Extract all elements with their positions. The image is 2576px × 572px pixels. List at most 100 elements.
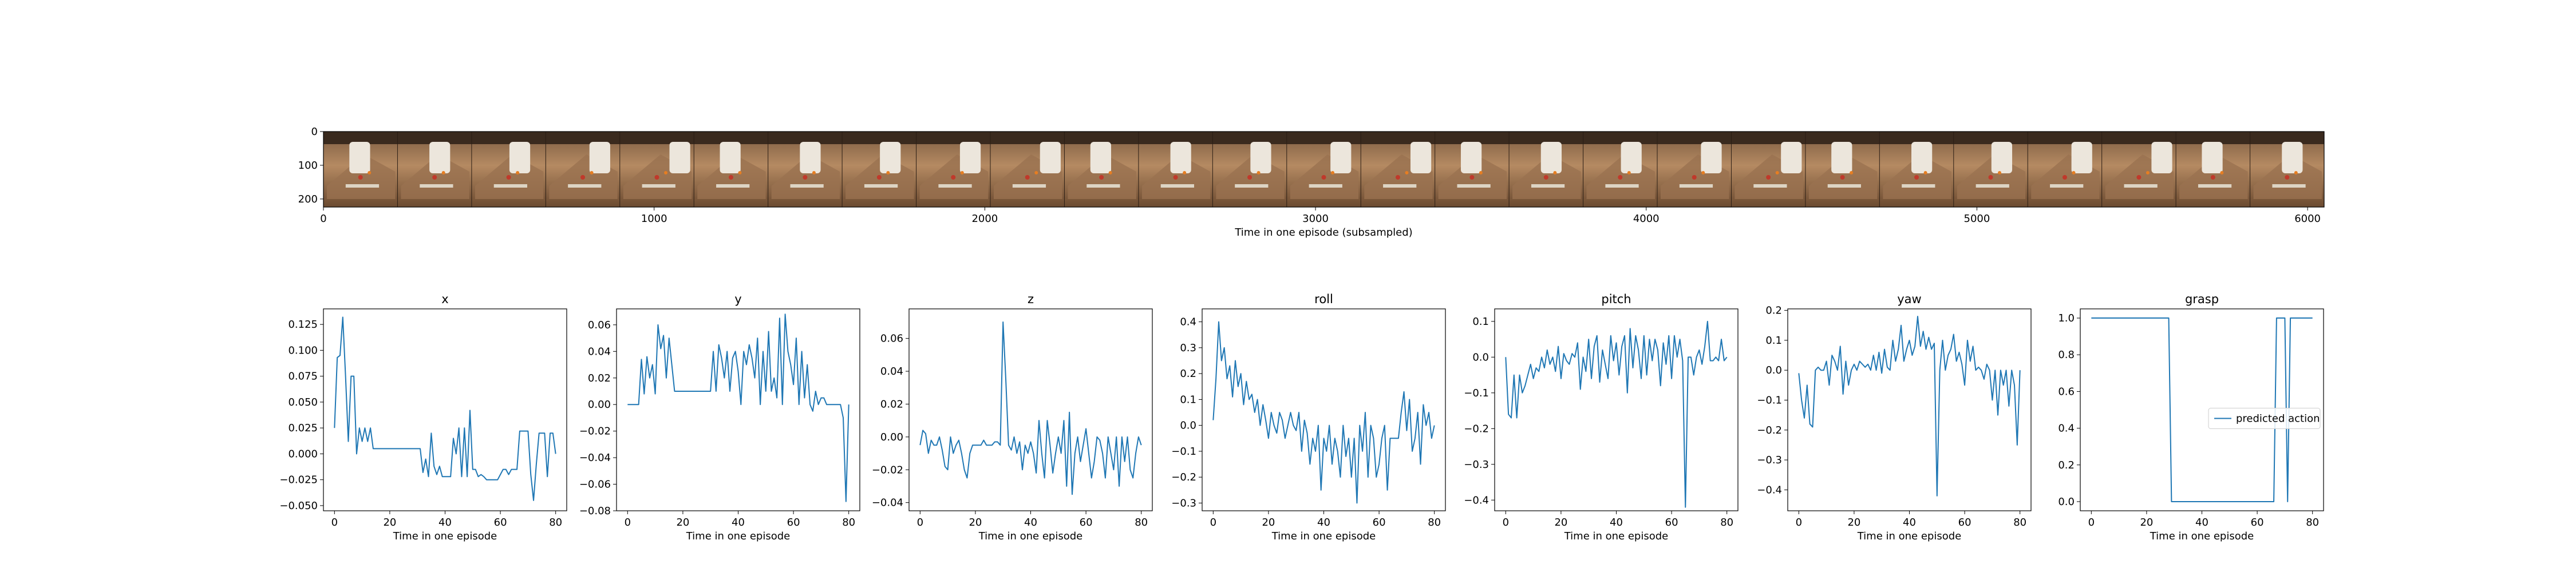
y-tick-label: 0.025 [288, 422, 318, 434]
y-tick-label: 0.00 [588, 399, 611, 411]
panel-grasp: 0 20 40 60 80 0.0 0.2 0.4 0.6 0.8 1.0 grasp Time in … [2058, 292, 2324, 542]
x-axis-label: Time in one episode [1857, 530, 1962, 542]
axes-frame [616, 308, 860, 511]
axes-frame [1494, 308, 1739, 511]
x-tick-label: 60 [2251, 517, 2264, 529]
filmstrip-frame [1212, 132, 1287, 207]
axes-frame [1787, 308, 2032, 511]
x-tick-label: 40 [1317, 517, 1330, 529]
panel-x: 0 20 40 60 80 −0.050 −0.025 0.000 0.025 0.050 0.07… [279, 292, 567, 542]
y-tick-label: −0.2 [1464, 423, 1489, 435]
y-tick-label: 0.3 [1180, 342, 1196, 354]
y-tick-label: 0.06 [880, 333, 903, 345]
x-axis-label: Time in one episode [393, 530, 497, 542]
y-tick-label: 0.4 [2058, 423, 2075, 435]
panel-title: z [1028, 292, 1034, 306]
x-tick-label: 80 [2013, 517, 2026, 529]
y-tick-label: −0.1 [1757, 395, 1782, 407]
filmstrip-frame [2250, 132, 2324, 207]
y-tick-label: −0.04 [579, 452, 611, 464]
filmstrip-y-tick-label: 100 [298, 160, 318, 172]
y-tick-label: 0.04 [880, 366, 903, 378]
y-tick-label: −0.3 [1171, 497, 1196, 509]
filmstrip-frame [2101, 132, 2176, 207]
x-tick-label: 20 [969, 517, 982, 529]
axes-frame [323, 308, 567, 511]
y-tick-label: 0.1 [1472, 316, 1489, 328]
y-tick-label: 0.02 [588, 372, 611, 384]
x-tick-label: 80 [842, 517, 855, 529]
filmstrip-frame [1730, 132, 1805, 207]
panel-z: 0 20 40 60 80 −0.04 −0.02 0.00 0.02 0.04 0.06 z Time… [872, 292, 1153, 542]
x-axis-label: Time in one episode [1564, 530, 1669, 542]
x-tick-label: 80 [1428, 517, 1441, 529]
x-tick-label: 0 [1503, 517, 1509, 529]
filmstrip-frame [1805, 132, 1880, 207]
x-tick-label: 40 [1024, 517, 1037, 529]
x-tick-label: 0 [625, 517, 631, 529]
y-tick-label: −0.4 [1757, 484, 1782, 496]
x-axis-label: Time in one episode [686, 530, 791, 542]
series-line [919, 321, 1142, 495]
filmstrip-frame [1360, 132, 1435, 207]
y-tick-label: −0.1 [1464, 387, 1489, 399]
legend-box [2208, 408, 2321, 429]
y-tick-label: −0.08 [579, 505, 611, 517]
filmstrip-frame [2175, 132, 2250, 207]
x-tick-label: 20 [383, 517, 396, 529]
x-axis-label: Time in one episode [978, 530, 1083, 542]
filmstrip-frame [545, 132, 620, 207]
x-tick-label: 20 [676, 517, 689, 529]
x-tick-label: 80 [2306, 517, 2319, 529]
filmstrip-y-tick-label: 200 [298, 193, 318, 205]
panel-title: yaw [1897, 292, 1921, 306]
y-tick-label: 0.06 [588, 319, 611, 331]
x-tick-label: 0 [1210, 517, 1216, 529]
y-tick-label: −0.02 [872, 464, 903, 476]
filmstrip-frame [916, 132, 990, 207]
y-tick-label: −0.02 [579, 426, 611, 438]
action-panels: 0 20 40 60 80−0.050−0.0250.0000.0250.0500.07… [279, 292, 2324, 542]
series-line [1212, 321, 1435, 504]
filmstrip-x-axis-label: Time in one episode (subsampled) [1234, 227, 1412, 239]
series-line [334, 316, 556, 501]
filmstrip-frame [1138, 132, 1213, 207]
filmstrip-frame [768, 132, 843, 207]
filmstrip-frame [397, 132, 472, 207]
filmstrip-x-tick-label: 4000 [1633, 213, 1660, 225]
filmstrip-frame [1435, 132, 1510, 207]
filmstrip-frame [1879, 132, 1954, 207]
x-tick-label: 40 [2195, 517, 2208, 529]
filmstrip-x-tick-label: 1000 [641, 213, 667, 225]
filmstrip-x-tick-label: 3000 [1302, 213, 1329, 225]
panel-title: y [734, 292, 741, 306]
y-tick-label: −0.04 [872, 497, 903, 509]
panel-pitch: 0 20 40 60 80 −0.4 −0.3 −0.2 −0.1 0.0 0.1 pitch Time… [1464, 292, 1739, 542]
x-tick-label: 80 [1720, 517, 1733, 529]
y-tick-label: 0.6 [2058, 386, 2075, 398]
y-tick-label: −0.1 [1171, 446, 1196, 458]
filmstrip-frame [1286, 132, 1361, 207]
y-tick-label: −0.3 [1464, 459, 1489, 471]
x-tick-label: 60 [1080, 517, 1093, 529]
filmstrip-frame [1508, 132, 1583, 207]
panel-yaw: 0 20 40 60 80 −0.4 −0.3 −0.2 −0.1 0.0 0.1 0.2 yaw Tim… [1757, 292, 2032, 542]
panel-roll: 0 20 40 60 80 −0.3 −0.2 −0.1 0.0 0.1 0.2 0.3 0.4 roll… [1171, 292, 1446, 542]
filmstrip-frame [471, 132, 546, 207]
y-tick-label: 0.02 [880, 398, 903, 410]
y-tick-label: 0.0 [1472, 351, 1489, 363]
filmstrip-frame [619, 132, 694, 207]
x-tick-label: 40 [438, 517, 452, 529]
axes-frame [908, 308, 1153, 511]
y-tick-label: −0.4 [1464, 494, 1489, 506]
filmstrip-image-axes: 0 1000 2000 3000 4000 5000 6000 0 100 200 Time in … [298, 126, 2325, 239]
filmstrip-x-tick-label: 2000 [971, 213, 998, 225]
y-tick-label: 0.8 [2058, 349, 2075, 361]
x-tick-label: 60 [1373, 517, 1386, 529]
y-tick-label: 0.100 [288, 344, 318, 356]
filmstrip-frame [1064, 132, 1139, 207]
x-tick-label: 60 [1665, 517, 1678, 529]
legend: predicted action [2208, 408, 2321, 429]
filmstrip-y-tick-label: 0 [311, 126, 318, 138]
